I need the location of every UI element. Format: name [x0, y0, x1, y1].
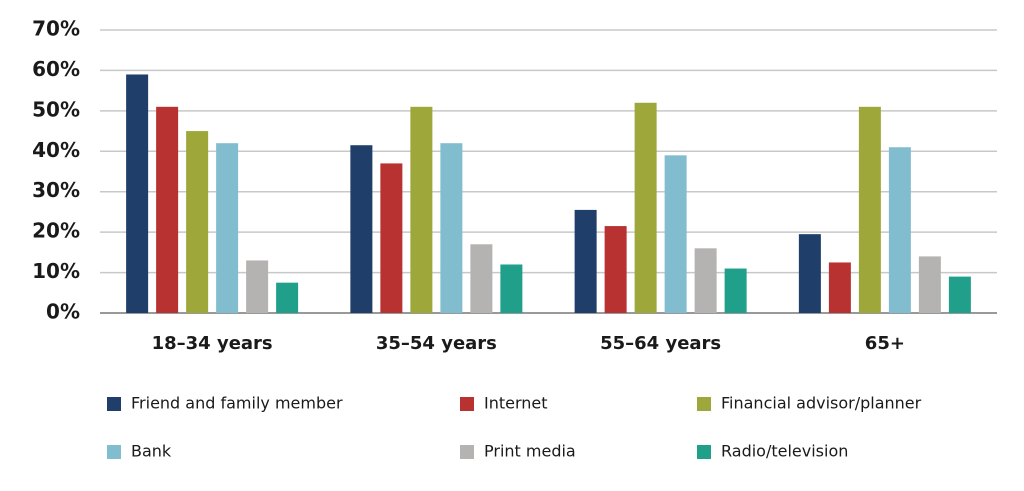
y-tick-label: 60%: [32, 57, 80, 81]
bar: [664, 155, 687, 313]
y-tick-label: 50%: [32, 97, 80, 121]
bar: [410, 106, 433, 313]
y-tick-label: 20%: [32, 219, 80, 243]
y-tick-label: 70%: [32, 17, 80, 41]
legend-swatch: [460, 397, 474, 411]
bar: [186, 131, 209, 313]
bar: [574, 209, 597, 313]
legend-label: Internet: [484, 394, 548, 413]
legend-swatch: [107, 397, 121, 411]
bar: [724, 268, 747, 313]
legend-label: Print media: [484, 442, 576, 461]
bar: [634, 102, 657, 314]
bar: [948, 276, 971, 313]
bar: [694, 248, 717, 313]
bar: [126, 74, 149, 313]
bar: [798, 234, 821, 313]
bar: [604, 226, 627, 313]
bar: [276, 282, 299, 313]
legend-swatch: [107, 445, 121, 459]
legend-swatch: [697, 397, 711, 411]
y-tick-label: 30%: [32, 178, 80, 202]
y-tick-label: 10%: [32, 259, 80, 283]
bar: [500, 264, 523, 313]
bar: [918, 256, 941, 313]
bar: [470, 244, 493, 313]
y-tick-label: 40%: [32, 138, 80, 162]
x-tick-label: 35–54 years: [376, 333, 497, 354]
x-tick-label: 18–34 years: [152, 333, 273, 354]
bar: [380, 163, 403, 313]
legend-label: Financial advisor/planner: [721, 394, 922, 413]
bar: [350, 145, 373, 313]
legend-swatch: [697, 445, 711, 459]
bar: [888, 147, 911, 313]
legend-swatch: [460, 445, 474, 459]
bar: [156, 106, 179, 313]
x-tick-label: 65+: [865, 333, 905, 354]
legend-label: Friend and family member: [131, 394, 343, 413]
legend-label: Radio/television: [721, 442, 848, 461]
x-tick-label: 55–64 years: [600, 333, 721, 354]
bar: [858, 106, 881, 313]
y-tick-label: 0%: [46, 300, 80, 324]
legend-label: Bank: [131, 442, 172, 461]
bar: [828, 262, 851, 313]
bar: [440, 143, 463, 313]
bar: [216, 143, 239, 313]
bar: [246, 260, 269, 313]
